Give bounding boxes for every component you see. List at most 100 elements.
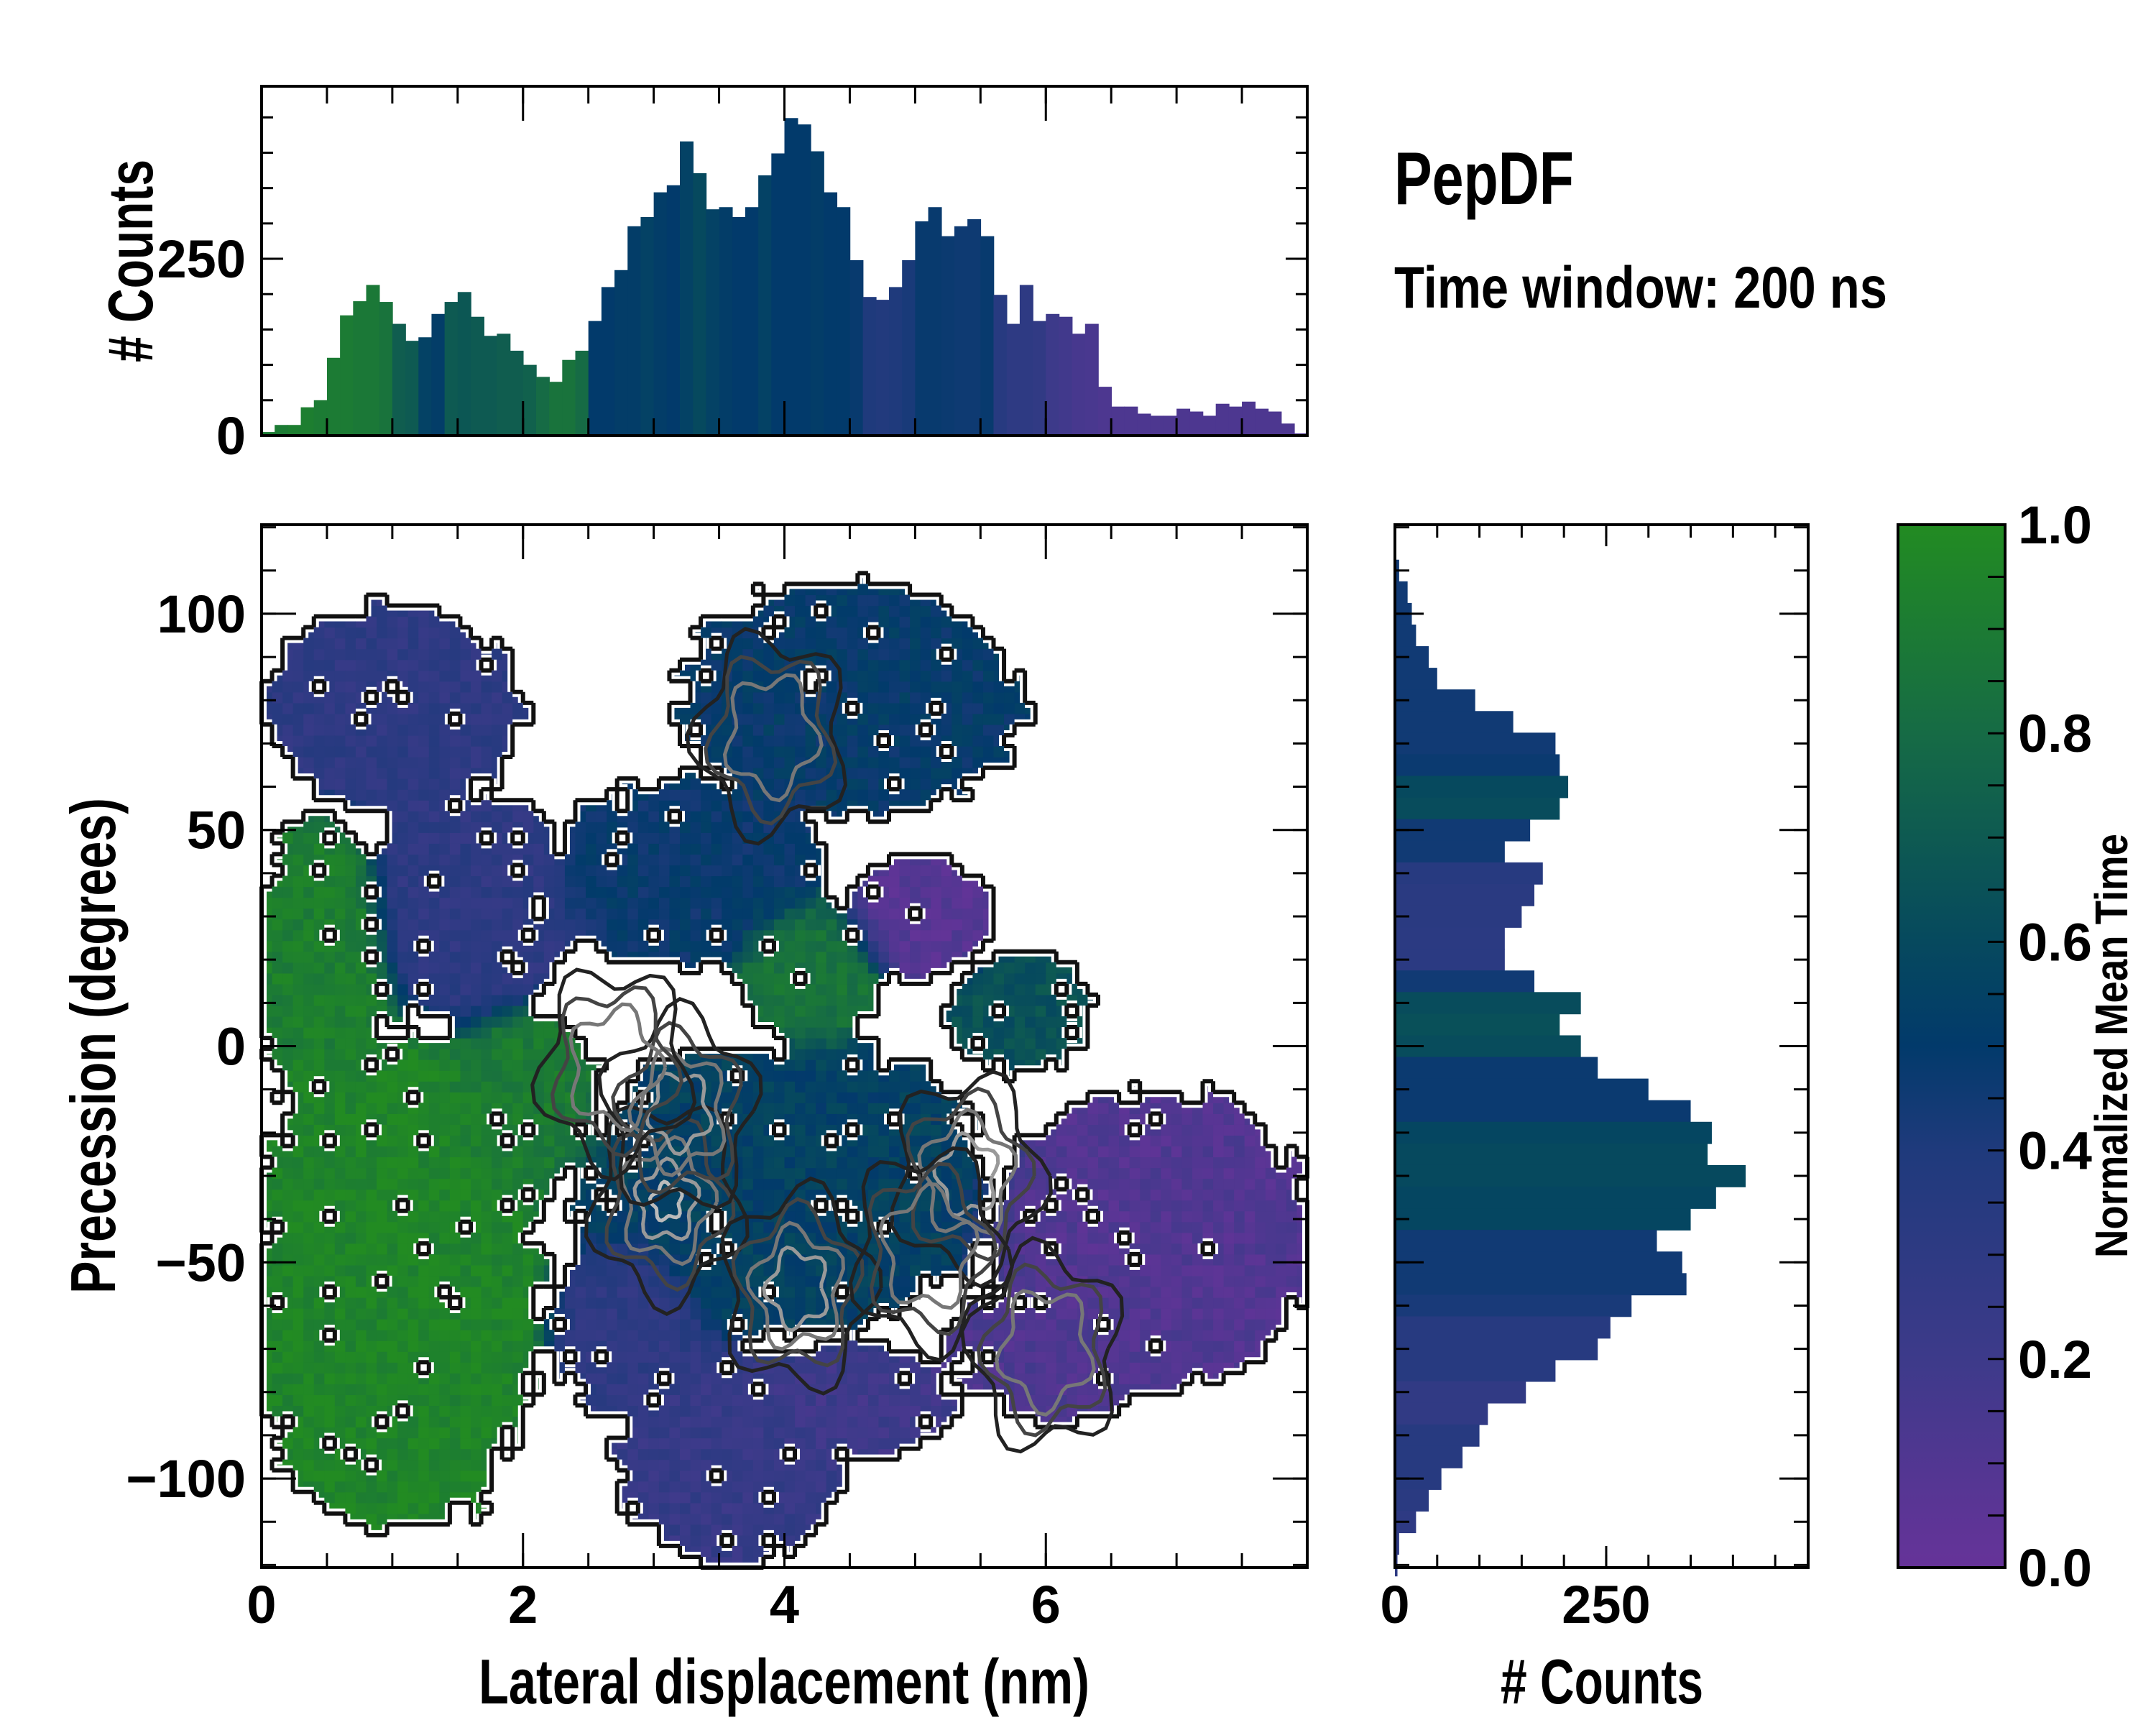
heatmap-cell [711,1427,722,1439]
heatmap-cell [481,994,492,1006]
histogram-bar [1006,323,1021,436]
heatmap-cell [722,940,733,952]
heatmap-cell [387,1113,398,1125]
heatmap-cell [899,757,911,768]
heatmap-cell [460,1448,471,1460]
heatmap-cell [397,1373,409,1384]
heatmap-cell [931,1103,942,1114]
heatmap-cell [575,1340,586,1352]
heatmap-cell [492,972,503,985]
heatmap-cell [397,865,409,877]
heatmap-cell [795,1502,806,1514]
heatmap-cell [701,627,712,639]
heatmap-cell [439,1178,451,1190]
heatmap-cell [471,919,482,931]
heatmap-cell [449,875,461,888]
heatmap-cell [564,908,576,920]
heatmap-cell [324,1027,336,1039]
heatmap-cell [816,929,827,942]
heatmap-cell [701,1373,712,1384]
heatmap-cell [1035,1351,1046,1363]
heatmap-cell [826,1221,837,1233]
heatmap-cell [564,854,576,866]
heatmap-cell [627,1481,639,1493]
heatmap-cell [303,1156,315,1169]
heatmap-cell [471,1448,482,1460]
heatmap-cell [481,1146,492,1158]
heatmap-cell [272,919,283,931]
heatmap-cell [847,1146,858,1158]
heatmap-cell [428,1070,440,1082]
heatmap-cell [837,1178,848,1190]
heatmap-cell [334,1491,346,1504]
heatmap-cell [355,778,367,790]
heatmap-cell [752,789,764,801]
heatmap-cell [680,1459,691,1471]
heatmap-cell [397,1286,409,1298]
heatmap-cell [460,1113,471,1125]
heatmap-cell [867,746,880,758]
heatmap-cell [533,843,545,855]
heatmap-cell [920,1124,931,1136]
heatmap-cell [303,1340,315,1352]
histogram-bar [719,207,733,436]
heatmap-cell [387,929,398,942]
heatmap-cell [920,768,931,779]
heatmap-cell [586,811,597,822]
histogram-bar [497,334,511,436]
heatmap-cell [847,724,858,736]
heatmap-cell [564,919,576,931]
heatmap-cell [680,1416,691,1428]
heatmap-cell [522,1038,534,1049]
heatmap-cell [962,681,973,693]
heatmap-cell [345,1167,356,1179]
heatmap-cell [889,865,900,877]
heatmap-cell [512,1394,524,1407]
heatmap-cell [899,1275,911,1287]
heatmap-cell [334,865,346,877]
heatmap-cell [407,832,419,844]
heatmap-cell [481,702,492,714]
heatmap-cell [377,1200,388,1212]
heatmap-cell [795,1416,806,1428]
heatmap-cell [1014,1330,1026,1341]
heatmap-cell [387,702,398,714]
heatmap-cell [690,1297,701,1309]
heatmap-cell [282,1340,294,1352]
heatmap-cell [575,1146,586,1158]
heatmap-cell [397,1481,409,1493]
heatmap-cell [586,1135,597,1147]
heatmap-cell [313,962,325,974]
heatmap-cell [418,811,430,822]
heatmap-cell [313,1038,325,1049]
heatmap-cell [303,724,315,736]
heatmap-cell [586,1221,597,1233]
heatmap-cell [407,778,419,790]
heatmap-cell [512,1319,524,1330]
heatmap-cell [334,1232,346,1244]
heatmap-cell [784,713,796,725]
heatmap-cell [512,1340,524,1352]
heatmap-cell [460,962,471,974]
heatmap-cell [637,832,649,844]
heatmap-cell [742,811,754,822]
heatmap-cell [680,897,691,909]
heatmap-cell [837,648,848,661]
heatmap-cell [492,908,503,920]
heatmap-cell [784,735,796,747]
heatmap-cell [428,670,440,682]
heatmap-cell [407,875,419,888]
heatmap-cell [742,1189,754,1201]
heatmap-cell [784,746,796,758]
heatmap-cell [313,746,325,758]
histogram-bar [444,302,459,436]
heatmap-cell [711,1297,722,1309]
heatmap-cell [407,648,419,661]
heatmap-cell [742,1092,754,1103]
heatmap-cell [711,702,722,714]
heatmap-cell [387,972,398,985]
heatmap-cell [428,724,440,736]
heatmap-cell [972,659,984,671]
heatmap-cell [857,757,869,768]
heatmap-cell [701,1351,712,1363]
